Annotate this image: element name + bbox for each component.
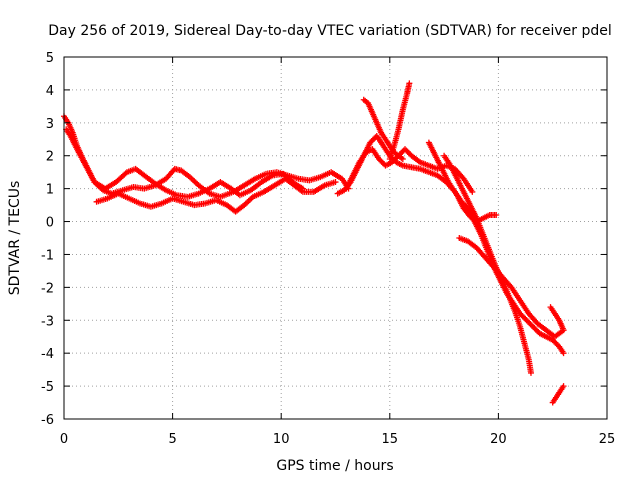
data-series-11	[456, 235, 567, 340]
y-tick-label: -3	[41, 314, 54, 329]
grid-lines	[64, 57, 607, 419]
data-point	[332, 179, 339, 186]
data-point	[560, 383, 567, 390]
y-tick-label: 2	[46, 150, 54, 165]
data-point	[399, 156, 406, 163]
axis-ticks: 0 5 10 15 20 25 -6 -5 -4 -3 -2 -1 0 1 2 3 4 5	[41, 51, 615, 447]
data-series-12	[547, 304, 567, 334]
data-series-7	[343, 146, 476, 195]
x-tick-label: 25	[599, 432, 616, 447]
y-tick-label: 4	[46, 84, 54, 99]
y-tick-label: -1	[41, 248, 54, 263]
data-point	[560, 327, 567, 334]
y-tick-label: -4	[41, 347, 54, 362]
data-point	[527, 369, 534, 376]
data-series-6	[386, 80, 413, 163]
x-tick-label: 5	[168, 432, 176, 447]
x-tick-label: 10	[273, 432, 290, 447]
data-point	[469, 188, 476, 195]
x-axis-label: GPS time / hours	[276, 458, 393, 474]
y-tick-label: -6	[41, 413, 54, 428]
x-tick-label: 0	[60, 432, 68, 447]
data-series-2	[63, 126, 306, 200]
y-tick-label: 0	[46, 216, 54, 231]
x-tick-label: 15	[382, 432, 399, 447]
y-tick-label: -2	[41, 281, 54, 296]
plot-frame	[63, 56, 608, 420]
x-tick-label: 20	[490, 432, 507, 447]
y-axis-label: SDTVAR / TECUs	[7, 181, 23, 296]
data-point	[560, 350, 567, 357]
y-tick-label: 1	[46, 183, 54, 198]
y-tick-label: 3	[46, 117, 54, 132]
data-point	[406, 80, 413, 87]
y-tick-label: -5	[41, 380, 54, 395]
data-series-10	[454, 192, 500, 225]
data-series-13	[549, 383, 567, 406]
data-series-3	[93, 175, 339, 215]
chart-title: Day 256 of 2019, Sidereal Day-to-day VTE…	[48, 23, 612, 39]
data-point	[493, 211, 500, 218]
data-points	[61, 80, 567, 406]
y-tick-label: 5	[46, 51, 54, 66]
